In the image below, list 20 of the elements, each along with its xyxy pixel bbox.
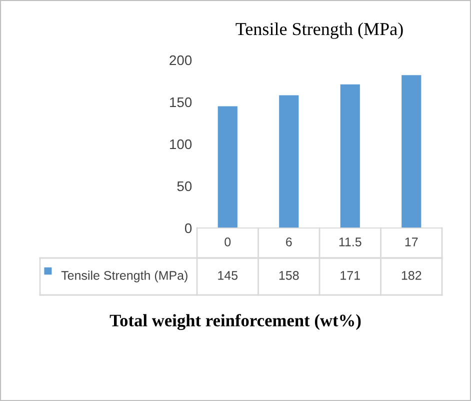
data-label: 145	[218, 271, 238, 280]
data-label: 182	[402, 271, 422, 280]
y-tick-label: 50	[177, 181, 192, 192]
data-label: 158	[279, 271, 299, 280]
x-tick-label: 6	[286, 238, 292, 246]
x-axis-title: Total weight reinforcement (wt%)	[110, 314, 361, 330]
x-tick-label: 0	[224, 238, 231, 246]
x-tick-label: 17	[405, 238, 418, 246]
bar	[279, 95, 299, 228]
data-label: 171	[340, 271, 360, 280]
y-tick-label: 150	[170, 97, 192, 108]
legend-label: Tensile Strength (MPa)	[61, 270, 188, 282]
x-tick-label: 11.5	[339, 238, 362, 246]
bar	[340, 84, 360, 228]
y-tick-label: 0	[184, 223, 192, 234]
y-tick-label: 100	[170, 139, 192, 150]
y-tick-label: 200	[170, 55, 192, 66]
bar	[218, 106, 238, 228]
bar	[402, 75, 422, 228]
chart-title: Tensile Strength (MPa)	[236, 22, 403, 39]
